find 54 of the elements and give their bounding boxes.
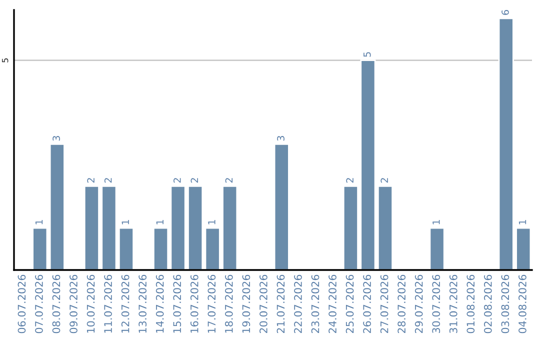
data-label: 2 <box>174 178 181 183</box>
bar <box>429 227 445 270</box>
data-label: 3 <box>52 136 60 141</box>
x-tick-label: 13.07.2026 <box>138 274 147 333</box>
x-tick-label: 21.07.2026 <box>276 274 285 334</box>
bar <box>118 227 134 270</box>
x-tick-label: 27.07.2026 <box>380 274 388 334</box>
x-tick-label: 08.07.2026 <box>52 274 60 334</box>
data-label: 2 <box>346 178 354 183</box>
x-tick-label: 29.07.2026 <box>414 274 423 334</box>
x-tick-label: 11.07.2026 <box>104 274 112 333</box>
bar <box>377 185 394 270</box>
data-label: 1 <box>122 220 129 224</box>
data-label: 6 <box>502 10 509 15</box>
data-label: 1 <box>432 220 440 224</box>
x-tick-label: 12.07.2026 <box>121 274 130 333</box>
x-tick-label: 24.07.2026 <box>328 274 336 334</box>
data-label: 3 <box>277 136 284 141</box>
bar <box>32 227 48 270</box>
x-tick-label: 04.08.2026 <box>518 274 526 334</box>
x-tick-label: 03.08.2026 <box>501 274 510 334</box>
x-tick-label: 17.07.2026 <box>208 274 216 333</box>
x-tick-label: 31.07.2026 <box>449 274 458 334</box>
x-tick-label: 10.07.2026 <box>86 274 95 333</box>
data-label: 1 <box>518 220 526 224</box>
data-label: 5 <box>364 52 371 57</box>
x-tick-label: 07.07.2026 <box>35 274 43 334</box>
data-label: 1 <box>156 220 164 224</box>
x-tick-label: 14.07.2026 <box>156 274 164 333</box>
data-label: 2 <box>190 178 198 183</box>
x-tick-label: 18.07.2026 <box>224 274 233 333</box>
x-tick-label: 02.08.2026 <box>484 274 492 334</box>
bar <box>152 227 169 270</box>
x-tick-label: 30.07.2026 <box>432 274 440 334</box>
x-tick-label: 19.07.2026 <box>242 274 250 333</box>
data-label: 2 <box>87 178 94 183</box>
data-label: 2 <box>380 178 388 183</box>
data-label: 1 <box>208 220 216 224</box>
x-tick-label: 22.07.2026 <box>294 274 302 334</box>
x-tick-label: 01.08.2026 <box>466 274 475 334</box>
data-label: 2 <box>104 178 112 183</box>
bar <box>49 144 65 270</box>
x-tick-label: 16.07.2026 <box>190 274 198 333</box>
x-tick-label: 25.07.2026 <box>346 274 354 334</box>
x-tick-label: 20.07.2026 <box>260 274 268 334</box>
data-label: 1 <box>35 220 43 224</box>
x-tick-label: 23.07.2026 <box>311 274 320 334</box>
x-tick-label: 15.07.2026 <box>173 274 182 333</box>
x-tick-label: 28.07.2026 <box>398 274 406 334</box>
x-tick-label: 26.07.2026 <box>363 274 371 334</box>
x-tick-label: 09.07.2026 <box>70 274 78 334</box>
x-tick-label: 06.07.2026 <box>18 274 26 334</box>
data-label: 2 <box>225 178 233 183</box>
bar <box>274 144 290 270</box>
